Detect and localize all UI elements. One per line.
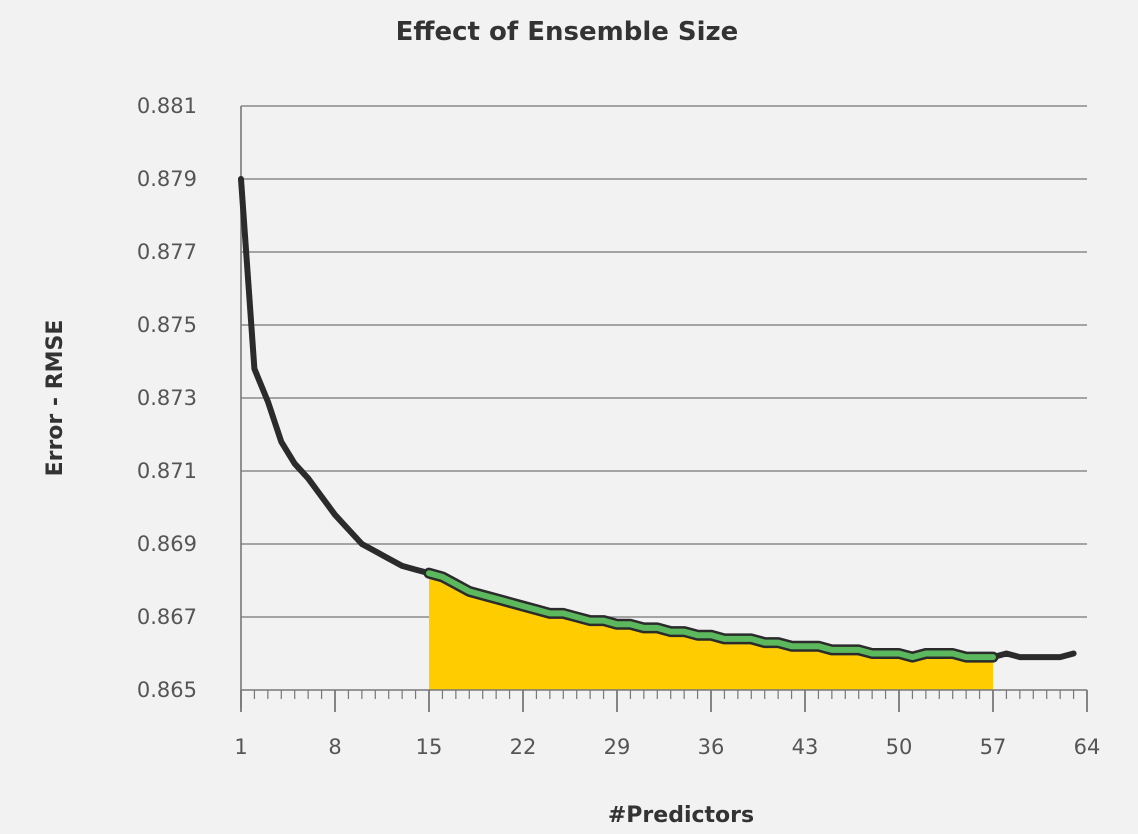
- data-point: [414, 568, 417, 571]
- data-point: [495, 597, 498, 600]
- data-point: [642, 626, 645, 629]
- data-point: [830, 648, 833, 651]
- chart-title: Effect of Ensemble Size: [396, 17, 739, 47]
- data-point: [924, 652, 927, 655]
- data-point: [804, 645, 807, 648]
- data-point: [1045, 656, 1048, 659]
- x-tick-label: 22: [510, 735, 537, 759]
- data-point: [911, 656, 914, 659]
- data-point: [548, 612, 551, 615]
- y-tick-label: 0.867: [137, 605, 197, 629]
- y-tick-label: 0.871: [137, 459, 197, 483]
- data-point: [334, 513, 337, 516]
- data-point: [374, 550, 377, 553]
- data-point: [387, 557, 390, 560]
- data-point: [347, 528, 350, 531]
- data-point: [508, 601, 511, 604]
- highlight-fill: [429, 573, 993, 690]
- data-point: [965, 656, 968, 659]
- y-tick-label: 0.875: [137, 313, 197, 337]
- data-point: [1072, 652, 1075, 655]
- tick-labels: 0.881 0.879 0.877 0.875 0.873 0.871 0.869 0.867…: [137, 94, 1100, 759]
- data-point: [602, 619, 605, 622]
- data-point: [938, 652, 941, 655]
- series-layer: [238, 176, 1077, 663]
- data-point: [763, 641, 766, 644]
- x-tick-label: 36: [698, 735, 725, 759]
- y-tick-label: 0.869: [137, 532, 197, 556]
- data-point: [240, 178, 243, 181]
- data-point: [428, 572, 431, 575]
- x-tick-label: 1: [234, 735, 247, 759]
- data-point: [575, 616, 578, 619]
- data-point: [401, 564, 404, 567]
- grid-lines: [241, 105, 1087, 618]
- data-point: [669, 630, 672, 633]
- y-tick-label: 0.865: [137, 678, 197, 702]
- y-axis-title: Error - RMSE: [43, 320, 68, 477]
- data-point: [790, 645, 793, 648]
- data-point: [777, 641, 780, 644]
- x-tick-label: 29: [604, 735, 631, 759]
- highlight-line: [426, 570, 996, 661]
- axes: [240, 106, 1088, 712]
- data-point: [253, 367, 256, 370]
- data-point: [629, 623, 632, 626]
- data-point: [1018, 656, 1021, 659]
- data-point: [589, 619, 592, 622]
- data-point: [844, 648, 847, 651]
- data-point: [562, 612, 565, 615]
- data-point: [683, 630, 686, 633]
- data-point: [293, 462, 296, 465]
- data-point: [978, 656, 981, 659]
- data-point: [871, 652, 874, 655]
- data-point: [454, 583, 457, 586]
- x-tick-label: 15: [416, 735, 443, 759]
- x-tick-label: 57: [980, 735, 1007, 759]
- y-tick-label: 0.877: [137, 240, 197, 264]
- data-point: [656, 626, 659, 629]
- x-tick-label: 50: [886, 735, 913, 759]
- series-line: [238, 176, 1077, 661]
- data-point: [320, 495, 323, 498]
- data-point: [857, 648, 860, 651]
- y-tick-label: 0.873: [137, 386, 197, 410]
- data-point: [817, 645, 820, 648]
- data-point: [992, 656, 995, 659]
- data-point: [736, 637, 739, 640]
- data-point: [1032, 656, 1035, 659]
- data-point: [280, 440, 283, 443]
- data-point: [441, 575, 444, 578]
- data-point: [750, 637, 753, 640]
- data-point: [710, 634, 713, 637]
- data-point: [307, 477, 310, 480]
- data-point: [522, 605, 525, 608]
- y-tick-label: 0.881: [137, 94, 197, 118]
- x-tick-label: 43: [792, 735, 819, 759]
- data-point: [951, 652, 954, 655]
- x-tick-label: 64: [1074, 735, 1101, 759]
- data-point: [1059, 656, 1062, 659]
- data-point: [723, 637, 726, 640]
- x-axis-title: #Predictors: [608, 803, 754, 828]
- data-point: [481, 594, 484, 597]
- data-point: [535, 608, 538, 611]
- y-tick-label: 0.879: [137, 167, 197, 191]
- data-point: [468, 590, 471, 593]
- data-point: [1005, 652, 1008, 655]
- data-point: [266, 400, 269, 403]
- x-tick-label: 8: [328, 735, 341, 759]
- data-point: [884, 652, 887, 655]
- data-point: [616, 623, 619, 626]
- data-point: [696, 634, 699, 637]
- data-point: [898, 652, 901, 655]
- data-point: [360, 543, 363, 546]
- highlight-area: [429, 573, 993, 690]
